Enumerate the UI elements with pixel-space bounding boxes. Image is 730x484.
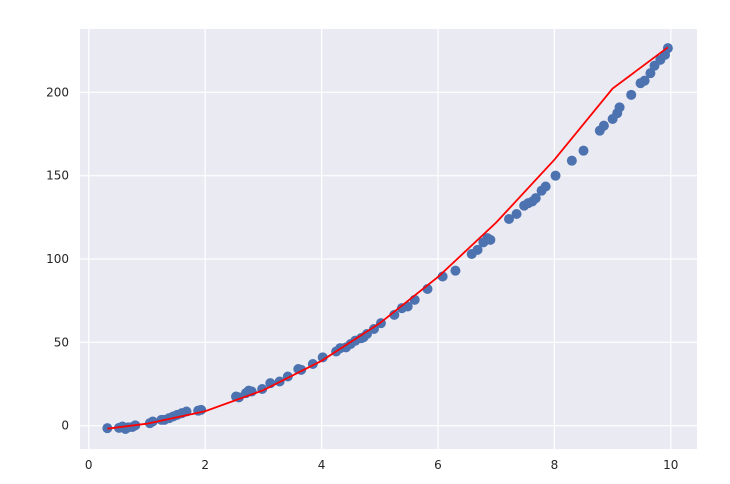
scatter-point [361,329,372,339]
scatter-point [626,89,637,100]
fit-line [107,46,669,430]
scatter-point [317,352,328,363]
x-tick-label: 6 [434,458,442,472]
scatter-point [472,244,483,255]
y-tick-label: 200 [46,85,69,99]
scatter-point [578,145,589,156]
scatter-point [147,416,158,427]
y-tick-label: 100 [46,252,69,266]
scatter-point [485,234,496,245]
scatter-point [645,68,656,79]
y-tick-label: 50 [54,335,69,349]
plot-area [80,29,697,449]
scatter-point [511,209,522,219]
scatter-point [450,265,461,276]
y-tick-label: 0 [61,419,69,433]
fit-line-layer [107,46,669,430]
scatter-point [503,214,514,224]
y-tick-label: 150 [46,169,69,183]
scatter-point [368,324,379,334]
x-tick-label: 0 [85,458,93,472]
x-tick-label: 2 [201,458,209,472]
scatter-point [540,181,551,192]
x-tick-label: 4 [318,458,326,472]
y-axis-tick-labels: 0 50 100 150 200 [46,85,69,432]
scatter-point [639,75,650,86]
scatter-point [389,309,400,320]
scatter-point [614,102,625,113]
gridlines [80,29,697,449]
scatter-point [530,193,541,204]
scatter-point [550,170,561,181]
scatter-point [598,120,609,131]
x-tick-label: 8 [551,458,559,472]
x-tick-label: 10 [663,458,678,472]
x-axis-tick-labels: 0 2 4 6 8 10 [85,458,679,472]
scatter-point [566,155,577,166]
